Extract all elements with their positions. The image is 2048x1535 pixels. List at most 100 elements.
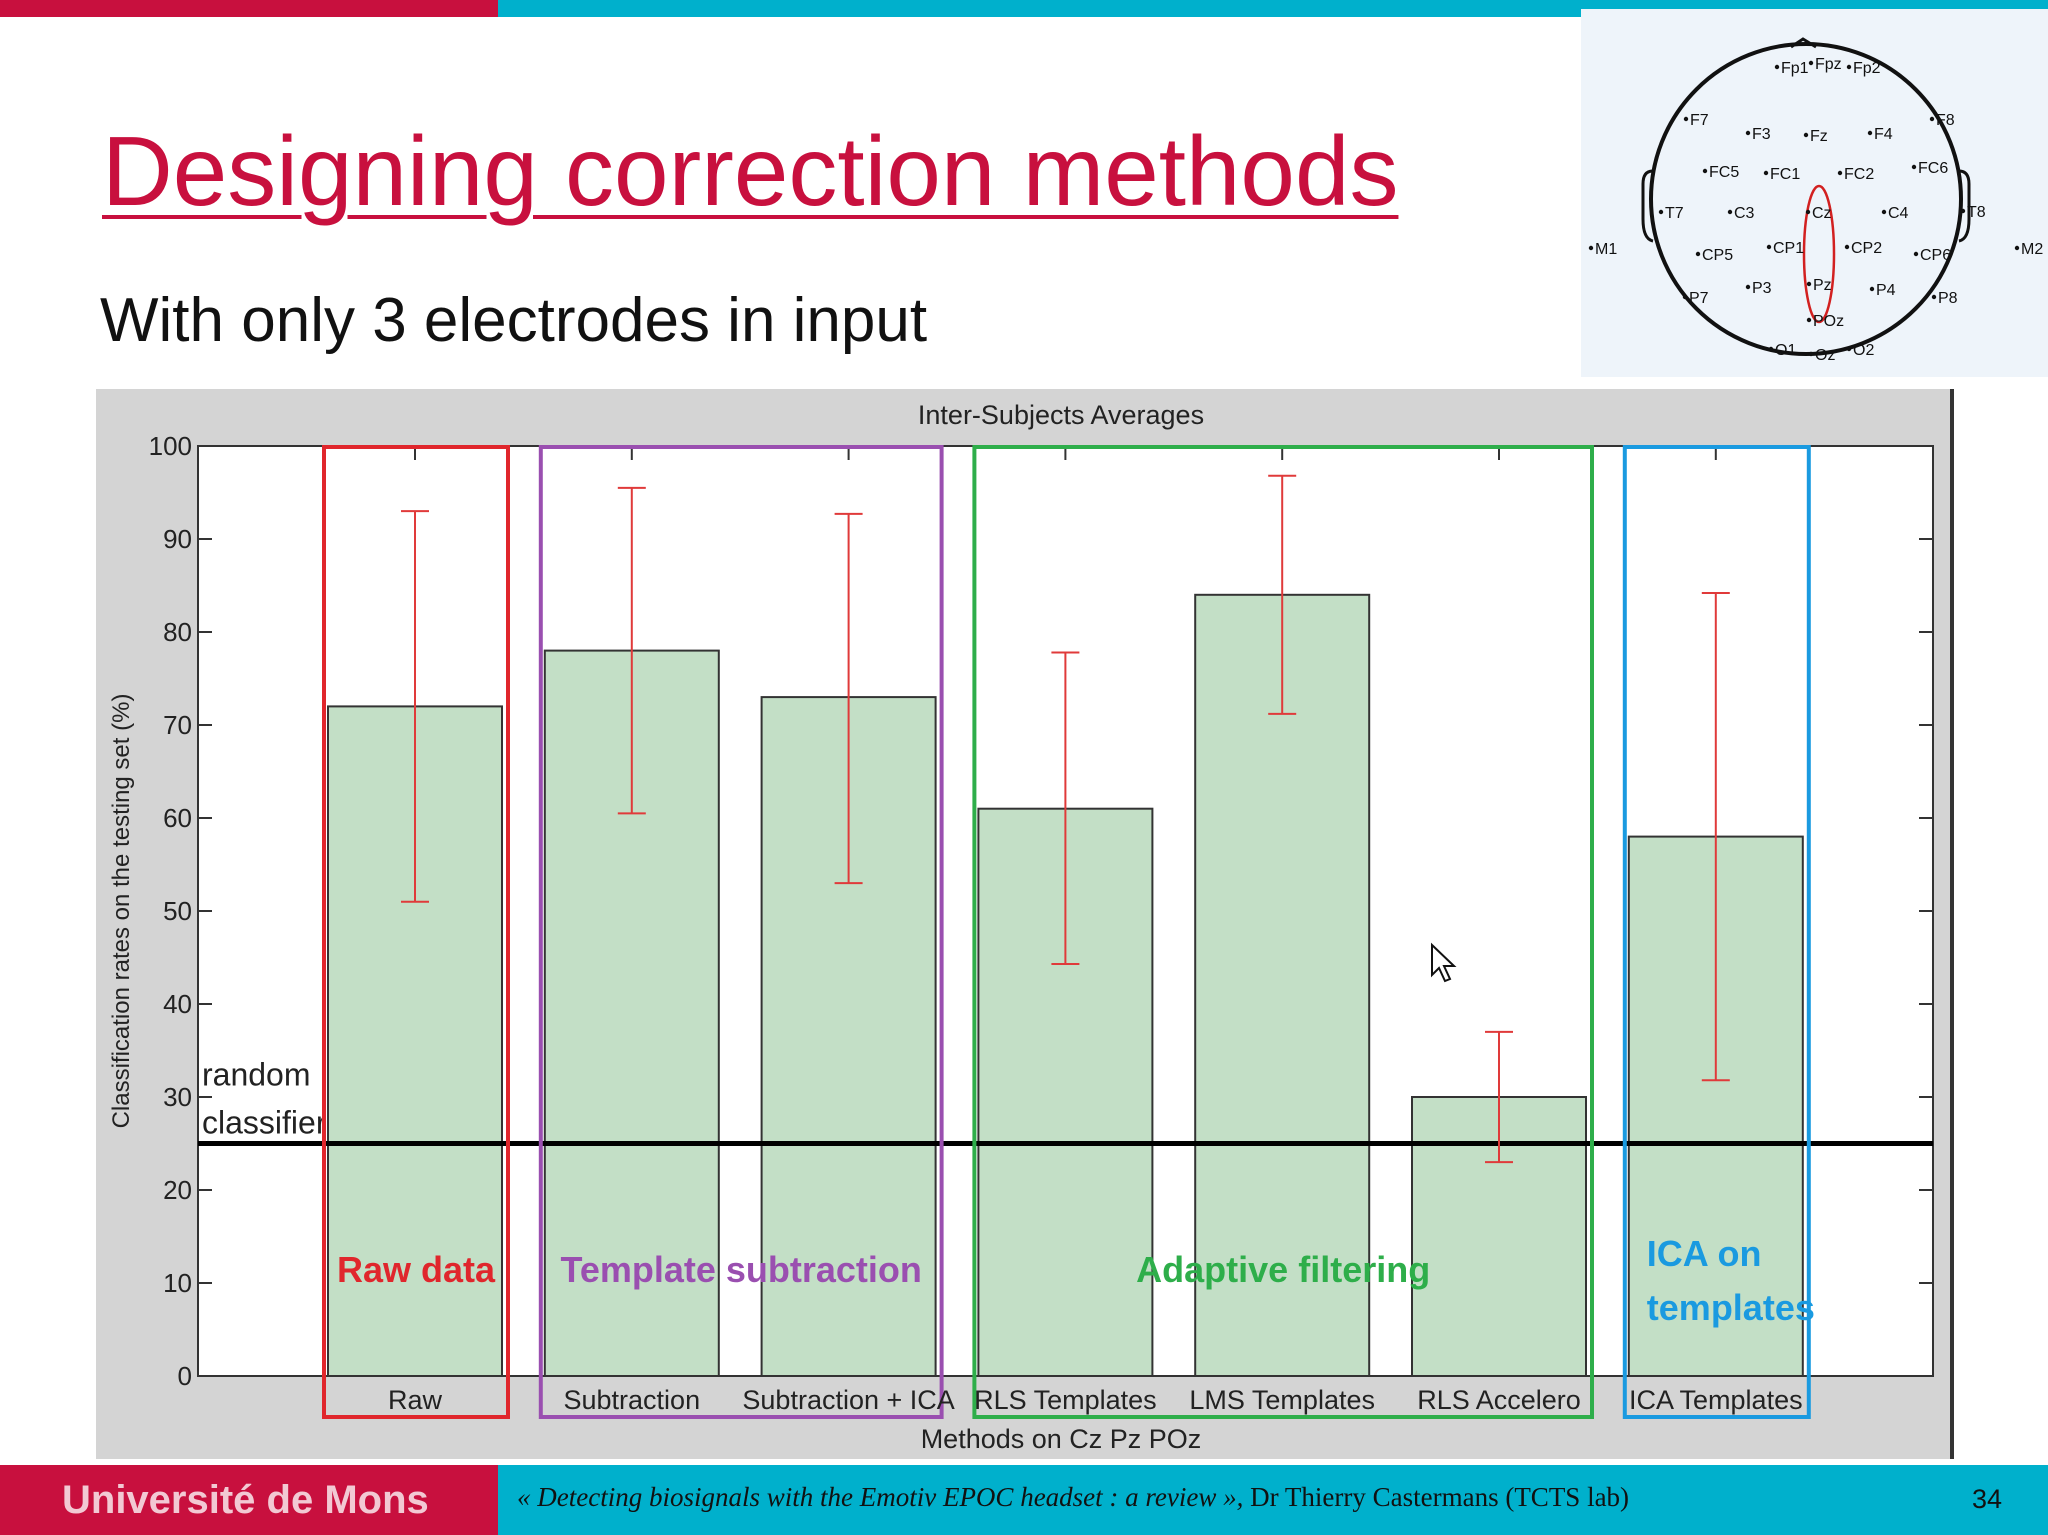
electrode-label-T8: T8: [1967, 204, 1986, 221]
footer-university: Université de Mons: [0, 1465, 498, 1535]
electrode-label-F8: F8: [1936, 112, 1955, 129]
electrode-label-Fpz: Fpz: [1815, 56, 1842, 73]
electrode-label-O1: O1: [1775, 342, 1796, 359]
electrode-dot-FC5: [1702, 168, 1708, 174]
electrode-dot-F7: [1683, 116, 1689, 122]
eeg-head-map: Fp1 Fpz Fp2 F7 F3 Fz F4 F8 FC5 FC1 FC2 FC6 T7 C3 Cz C4 T…: [1581, 9, 2048, 377]
random-classifier-label-line2: classifier: [202, 1105, 327, 1141]
y-tick-label: 30: [163, 1082, 192, 1112]
electrode-dot-Fz: [1803, 132, 1809, 138]
electrode-dot-CP6: [1913, 251, 1919, 257]
citation-title: « Detecting biosignals with the Emotiv E…: [517, 1482, 1244, 1512]
bar-4: [1194, 593, 1371, 1378]
left-ear: [1641, 169, 1654, 243]
y-ticks: 0 10 20 30 40 50 60 70 80 90 100: [149, 431, 1933, 1391]
y-tick-label: 10: [163, 1268, 192, 1298]
electrode-label-P8: P8: [1938, 290, 1958, 307]
x-tick-label-2: Subtraction + ICA: [742, 1385, 954, 1415]
x-tick-label-3: RLS Templates: [974, 1385, 1157, 1415]
electrode-dot-Pz: [1806, 281, 1812, 287]
electrode-dot-Fp2: [1846, 64, 1852, 70]
electrode-dot-P7: [1682, 294, 1688, 300]
electrode-dot-F4: [1867, 130, 1873, 136]
group-box-0: [322, 445, 510, 1419]
electrode-label-CP5: CP5: [1702, 247, 1733, 264]
y-tick-label: 20: [163, 1175, 192, 1205]
electrode-label-F3: F3: [1752, 126, 1771, 143]
chart-title: Inter-Subjects Averages: [918, 400, 1204, 430]
citation-author: Dr Thierry Castermans (TCTS lab): [1243, 1482, 1630, 1512]
electrode-label-POz: POz: [1813, 313, 1844, 330]
electrode-label-T7: T7: [1665, 205, 1684, 222]
footer-citation: « Detecting biosignals with the Emotiv E…: [517, 1482, 1629, 1513]
electrode-dot-POz: [1806, 317, 1812, 323]
chart-right-border: [1950, 389, 1954, 1459]
electrode-dot-Fpz: [1808, 60, 1814, 66]
x-tick-label-0: Raw: [388, 1385, 443, 1415]
y-tick-label: 40: [163, 989, 192, 1019]
electrode-label-FC6: FC6: [1918, 160, 1948, 177]
electrode-label-F7: F7: [1690, 112, 1709, 129]
y-tick-label: 70: [163, 710, 192, 740]
electrode-label-O2: O2: [1853, 342, 1874, 359]
electrode-dot-FC1: [1763, 170, 1769, 176]
right-ear: [1958, 169, 1971, 243]
electrode-label-Pz: Pz: [1813, 277, 1832, 294]
group-box-1: [538, 445, 944, 1419]
electrode-label-FC5: FC5: [1709, 164, 1739, 181]
electrode-dot-P8: [1931, 294, 1937, 300]
electrode-label-P7: P7: [1689, 290, 1709, 307]
electrode-dot-O1: [1768, 346, 1774, 352]
highlight-ellipse: [1802, 184, 1836, 324]
group-label-3-line1: ICA on: [1647, 1233, 1762, 1274]
slide-title: Designing correction methods: [102, 116, 1399, 226]
electrode-label-P3: P3: [1752, 280, 1772, 297]
electrode-label-Oz: Oz: [1815, 347, 1835, 364]
group-label-2: Adaptive filtering: [1136, 1249, 1430, 1290]
electrode-dot-Oz: [1808, 351, 1814, 357]
chart-svg: Inter-Subjects Averages Methods on Cz Pz…: [96, 389, 1954, 1459]
mouse-cursor-icon: [1431, 942, 1457, 983]
electrode-label-CP1: CP1: [1773, 240, 1804, 257]
electrode-dot-F3: [1745, 130, 1751, 136]
x-tick-label-1: Subtraction: [564, 1385, 701, 1415]
electrode-label-Fz: Fz: [1810, 128, 1828, 145]
group-box-3: [1622, 445, 1811, 1419]
electrode-dot-M2: [2014, 245, 2020, 251]
x-tick-labels: Raw Subtraction Subtraction + ICA RLS Templ…: [388, 1385, 1803, 1415]
y-tick-label: 0: [178, 1361, 192, 1391]
electrode-label-M1: M1: [1595, 241, 1617, 258]
head-outline: [1649, 42, 1963, 356]
electrode-dot-CP1: [1766, 244, 1772, 250]
bar-chart: Inter-Subjects Averages Methods on Cz Pz…: [96, 389, 1954, 1459]
y-tick-label: 50: [163, 896, 192, 926]
y-tick-label: 60: [163, 803, 192, 833]
random-classifier-label-line1: random: [202, 1057, 311, 1093]
electrode-label-Cz: Cz: [1812, 205, 1832, 222]
x-tick-label-4: LMS Templates: [1189, 1385, 1375, 1415]
method-groups: Raw data Template subtraction Adaptive fil…: [322, 445, 1815, 1419]
head-map-svg: Fp1 Fpz Fp2 F7 F3 Fz F4 F8 FC5 FC1 FC2 FC6 T7 C3 Cz C4 T…: [1588, 37, 2043, 364]
error-bars: [401, 474, 1730, 1164]
y-tick-label: 100: [149, 431, 192, 461]
group-label-0: Raw data: [337, 1249, 496, 1290]
x-tick-label-6: ICA Templates: [1629, 1385, 1803, 1415]
electrode-dot-FC6: [1911, 164, 1917, 170]
page-number: 34: [1972, 1484, 2003, 1514]
electrode-dot-M1: [1588, 245, 1594, 251]
electrode-dot-P3: [1745, 284, 1751, 290]
top-bar-left: [0, 0, 498, 17]
nose-outline: [1790, 37, 1817, 49]
electrode-label-C4: C4: [1888, 205, 1909, 222]
electrode-label-FC2: FC2: [1844, 166, 1874, 183]
electrode-dot-T7: [1658, 209, 1664, 215]
electrode-dot-Cz: [1805, 209, 1811, 215]
electrode-dot-CP2: [1844, 244, 1850, 250]
electrode-dot-P4: [1869, 286, 1875, 292]
electrode-label-C3: C3: [1734, 205, 1755, 222]
electrode-dot-O2: [1846, 346, 1852, 352]
electrode-dot-C4: [1881, 209, 1887, 215]
electrode-label-P4: P4: [1876, 282, 1896, 299]
electrode-label-CP6: CP6: [1920, 247, 1951, 264]
electrode-label-Fp1: Fp1: [1781, 60, 1809, 77]
